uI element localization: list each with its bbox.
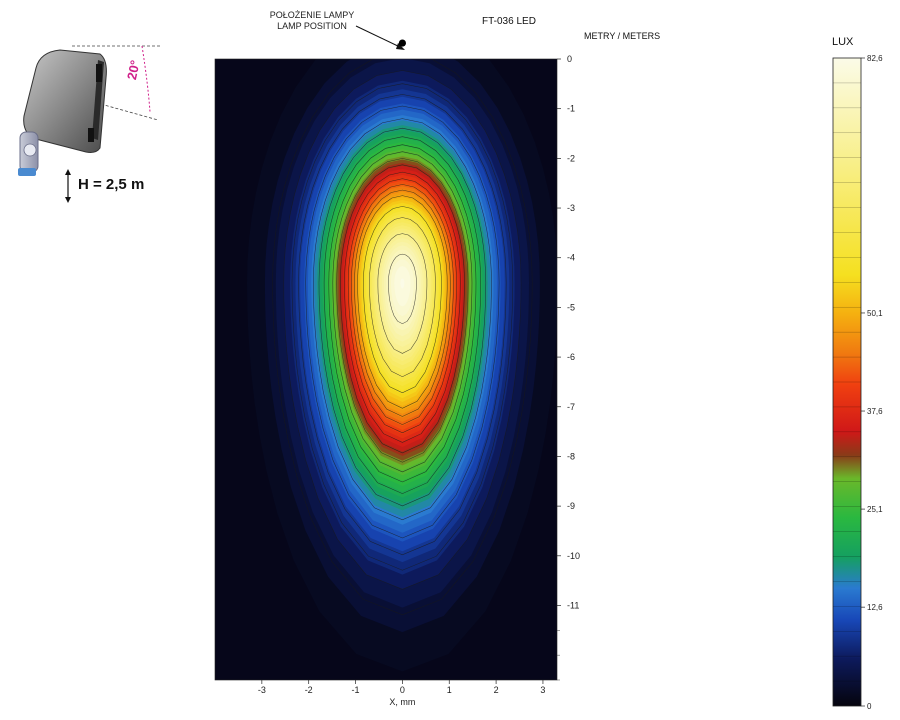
contour-line [272,59,533,616]
x-tick-label: 2 [494,685,499,695]
contour-line [332,151,473,473]
colorbar-tick-label: 37,6 [867,407,883,416]
contour-line [318,127,487,507]
colorbar-tick-label: 0 [867,702,872,711]
y-tick-label: -2 [567,153,575,163]
contour-line [305,105,500,539]
y-tick-label: -5 [567,302,575,312]
y-tick-label: -9 [567,501,575,511]
y-tick-label: -1 [567,104,575,114]
contour-line [283,70,522,590]
colorbar-tick-label: 50,1 [867,309,883,318]
y-tick-label: 0 [567,54,572,64]
y-tick-label: -11 [567,600,579,610]
contour-line [340,164,465,454]
x-tick-label: -2 [305,685,313,695]
y-tick-label: -4 [567,253,575,263]
contour-line [363,206,442,394]
y-tick-label: -10 [567,551,580,561]
contour-line [354,189,451,417]
colorbar-title: LUX [832,36,854,48]
colorbar-tick-label: 12,6 [867,603,883,612]
contour-line [344,171,461,443]
lamp-position-en: LAMP POSITION [277,21,347,31]
y-tick-label: -3 [567,203,575,213]
contour-line [388,253,417,325]
x-tick-label: -1 [352,685,360,695]
contour-line [357,195,448,409]
lamp-position-annotation: POŁOŻENIE LAMPY LAMP POSITION [262,10,362,32]
contour-line [336,158,469,463]
x-tick-label: 0 [400,685,405,695]
heatmap-band [400,278,405,289]
colorbar-tick-label: 82,6 [867,54,883,63]
contour-line [351,184,454,425]
contour-line [328,144,477,483]
x-tick-label: -3 [258,685,266,695]
axis-units-label: METRY / METERS [584,31,661,41]
y-tick-label: -6 [567,352,575,362]
contour-line [377,233,428,354]
x-axis-label: X, mm [389,697,415,707]
y-tick-label: -8 [567,451,575,461]
contour-line [369,217,436,378]
colorbar-tick-label: 25,1 [867,505,883,514]
y-tick-label: -7 [567,402,575,412]
model-label: FT-036 LED [482,16,536,27]
lamp-position-dot [398,39,406,47]
contour-line [298,94,507,556]
colorbar-gradient [832,57,862,707]
x-tick-label: 1 [447,685,452,695]
lamp-position-pl: POŁOŻENIE LAMPY [269,10,355,20]
mount-height-label: H = 2,5 m [78,176,145,193]
contour-line [291,83,514,571]
contour-line [323,136,481,494]
contour-line [313,118,492,521]
x-tick-label: 3 [540,685,545,695]
contour-line [347,178,457,434]
